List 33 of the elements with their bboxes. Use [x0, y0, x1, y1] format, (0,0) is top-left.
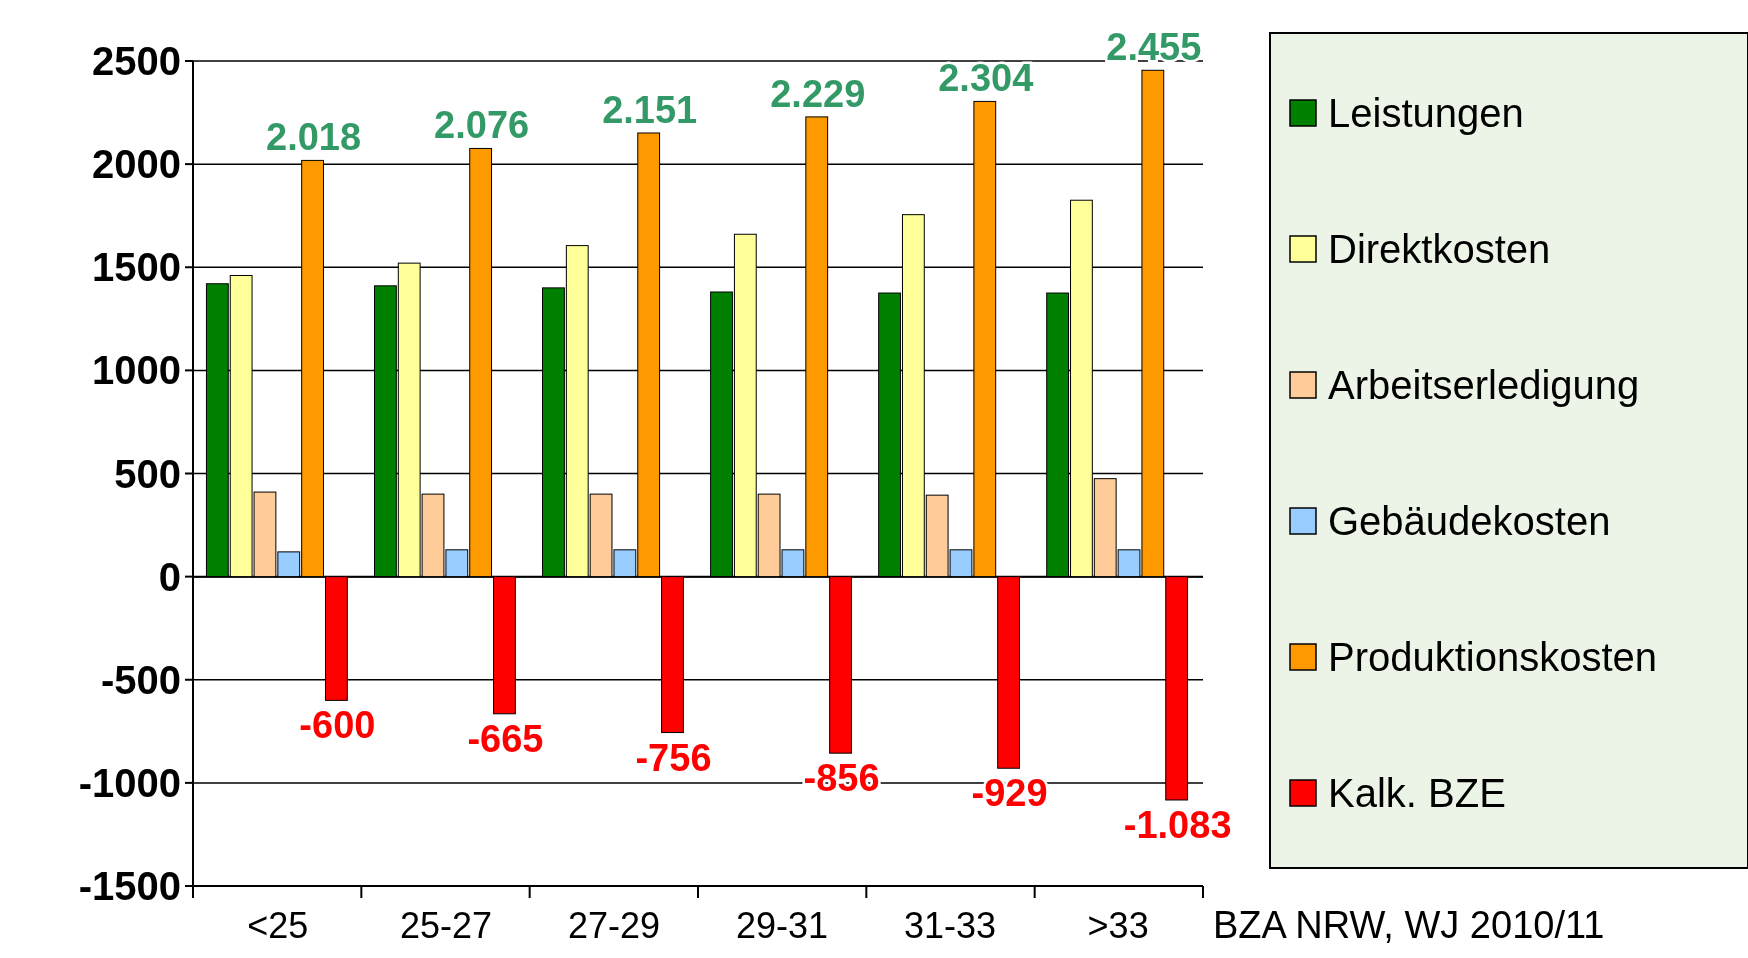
x-tick-label: 29-31: [735, 905, 829, 946]
legend-label: Direktkosten: [1328, 227, 1551, 271]
y-tick-label: 2000: [92, 142, 181, 187]
data-label: 2.151: [602, 88, 698, 131]
data-label: 2.229: [770, 72, 866, 115]
y-tick-label: 1000: [92, 348, 181, 393]
y-tick-label: -500: [100, 657, 181, 702]
legend-label: Arbeitserledigung: [1328, 363, 1640, 407]
legend-label: Kalk. BZE: [1328, 771, 1506, 815]
data-label: 2.076: [434, 104, 530, 147]
y-tick-label: -1500: [78, 864, 181, 908]
x-tick-label: 31-33: [904, 905, 997, 946]
x-tick-label: 27-29: [567, 905, 661, 946]
data-label: -665: [467, 717, 544, 760]
data-label: -1.083: [1123, 803, 1232, 846]
legend-label: Produktionskosten: [1328, 635, 1658, 679]
data-label: -929: [971, 772, 1048, 815]
y-tick-label: 0: [158, 554, 181, 599]
legend-label: Gebäudekosten: [1328, 499, 1611, 543]
text: BZA NRW, WJ 2010/11: [1213, 904, 1605, 946]
data-label: -600: [299, 704, 376, 747]
y-tick-label: 500: [114, 451, 181, 496]
x-tick-label: 25-27: [399, 905, 492, 946]
y-tick-label: -1000: [78, 760, 181, 805]
y-tick-label: 2500: [92, 39, 181, 83]
legend-label: Leistungen: [1328, 91, 1524, 135]
y-tick-label: 1500: [92, 245, 181, 290]
data-label: -756: [635, 736, 712, 779]
x-tick-label: >33: [1087, 905, 1149, 946]
x-tick-label: <25: [247, 905, 309, 946]
data-label: 2.304: [938, 57, 1034, 100]
data-label: 2.455: [1106, 26, 1202, 69]
data-label: 2.018: [266, 116, 362, 159]
